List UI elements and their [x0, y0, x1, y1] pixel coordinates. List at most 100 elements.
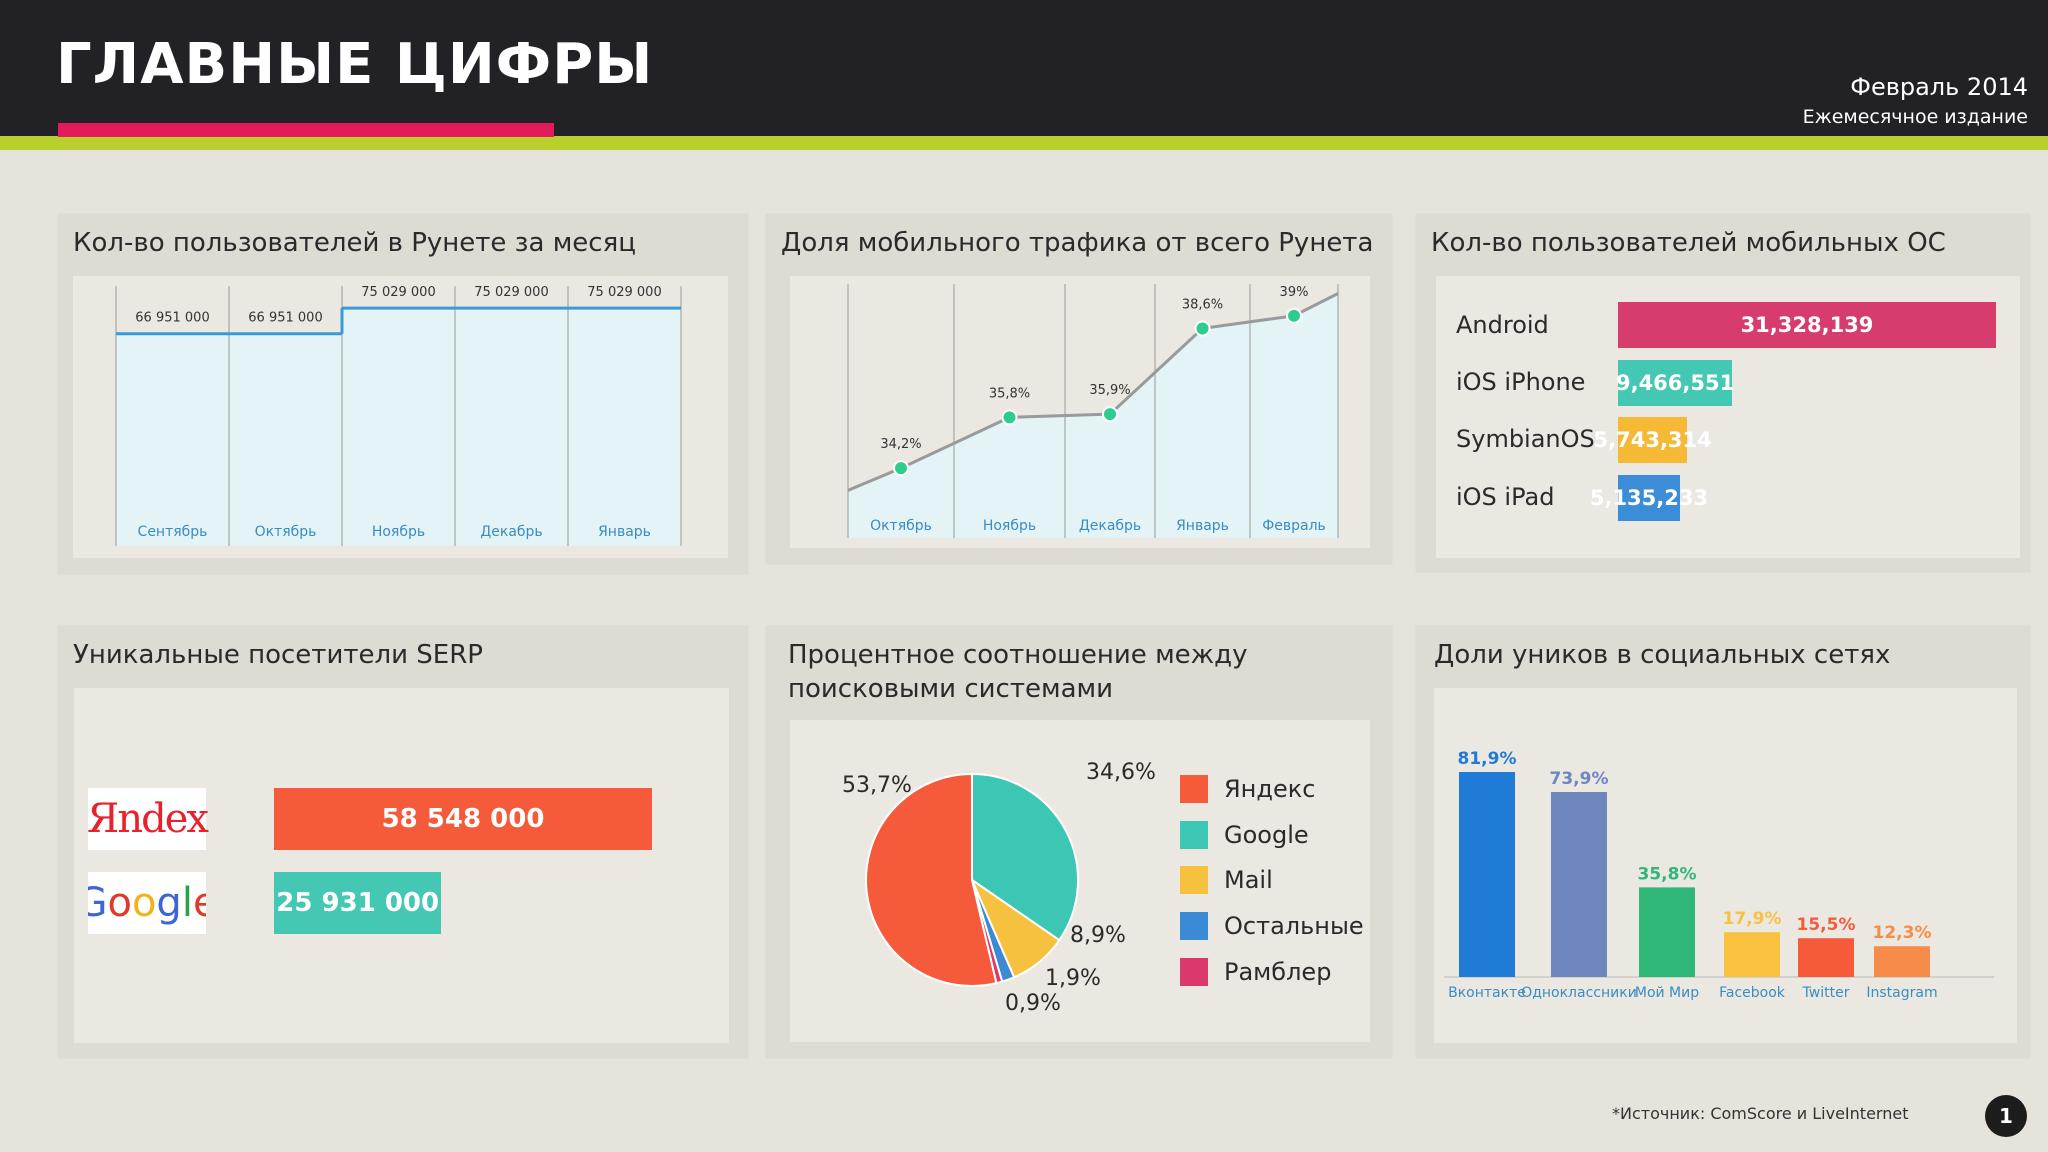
- legend-item-other: Остальные: [1180, 911, 1364, 941]
- data-label: 75 029 000: [361, 285, 435, 300]
- pie-panel: 53,7% 34,6% 8,9% 1,9% 0,9% Яндекс Google Mai…: [790, 720, 1370, 1042]
- legend-swatch: [1180, 958, 1208, 986]
- serp-card: Уникальные посетители SERP Яndex Google …: [58, 626, 748, 1058]
- legend-item-mail: Mail: [1180, 865, 1273, 895]
- edition-label: Ежемесячное издание: [1802, 106, 2028, 128]
- data-label: 34,2%: [880, 437, 921, 452]
- data-point: [1102, 406, 1118, 423]
- social-bar: [1639, 887, 1695, 977]
- legend-label: Яндекс: [1224, 775, 1316, 803]
- legend-swatch: [1180, 821, 1208, 849]
- legend-swatch: [1180, 775, 1208, 803]
- mobile-traffic-card: Доля мобильного трафика от всего Рунета …: [766, 214, 1392, 564]
- social-card: Доли уников в социальных сетях 81,9% Вкон…: [1416, 626, 2030, 1058]
- tick-label: Декабрь: [1079, 518, 1141, 534]
- legend-item-rambler: Рамблер: [1180, 957, 1331, 987]
- data-point: [1194, 320, 1211, 337]
- social-bar: [1724, 932, 1780, 977]
- data-label: 1,9%: [1045, 966, 1101, 991]
- os-bars-panel: Android iOS iPhone SymbianOS iOS iPad 31…: [1436, 276, 2020, 558]
- data-label: 66 951 000: [248, 311, 322, 326]
- data-label: 8,9%: [1070, 923, 1126, 948]
- os-label: iOS iPad: [1456, 483, 1555, 511]
- yandex-logo: Яndex: [87, 788, 209, 850]
- serp-bar: 25 931 000: [274, 872, 442, 934]
- header-bar: [0, 0, 2048, 136]
- tick-label: Октябрь: [255, 524, 317, 540]
- legend-item-google: Google: [1180, 820, 1309, 850]
- data-label: 35,8%: [1638, 864, 1697, 884]
- google-logo: Google: [88, 872, 206, 934]
- pie-slice: [971, 772, 1079, 942]
- os-label: Android: [1456, 311, 1549, 339]
- tick-label: Facebook: [1719, 985, 1786, 1001]
- os-label: iOS iPhone: [1456, 368, 1586, 396]
- data-label: 34,6%: [1086, 760, 1156, 785]
- legend-swatch: [1180, 866, 1208, 894]
- data-label: 53,7%: [842, 773, 912, 798]
- data-label: 73,9%: [1550, 769, 1609, 789]
- data-label: 66 951 000: [135, 311, 209, 326]
- tick-label: Вконтакте: [1448, 985, 1526, 1001]
- tick-label: Февраль: [1262, 518, 1326, 534]
- social-panel: 81,9% Вконтакте 73,9% Одноклассники 35,8% Мой…: [1434, 688, 2017, 1043]
- data-label: 35,9%: [1089, 383, 1130, 398]
- tick-label: Ноябрь: [983, 518, 1036, 534]
- users-area: [116, 308, 681, 546]
- search-share-pie: 53,7% 34,6% 8,9% 1,9%0,9%: [842, 760, 1156, 1016]
- tick-label: Instagram: [1866, 985, 1937, 1001]
- data-label: 39%: [1280, 285, 1309, 300]
- os-bar: 5,135,233: [1590, 475, 1708, 521]
- data-point: [893, 460, 909, 477]
- yandex-logo-text: Яndex: [87, 796, 209, 842]
- data-label: 12,3%: [1873, 923, 1932, 943]
- data-point: [1001, 409, 1018, 426]
- card-title: Доля мобильного трафика от всего Рунета: [781, 228, 1374, 258]
- social-bar-chart: 81,9% Вконтакте 73,9% Одноклассники 35,8% Мой…: [1444, 749, 1994, 1001]
- data-point: [1286, 307, 1302, 324]
- os-bar: 9,466,551: [1616, 360, 1734, 406]
- tick-label: Twitter: [1802, 985, 1850, 1001]
- mobile-traffic-chart: 34,2% Октябрь 35,8% Ноябрь 35,9% Декабрь 38,6%…: [847, 284, 1339, 538]
- chart-panel: 66 951 000 Сентябрь 66 951 000 Октябрь 75 02…: [73, 276, 728, 558]
- card-title-line: Процентное соотношение между: [788, 640, 1248, 670]
- data-label: 17,9%: [1723, 909, 1782, 929]
- tick-label: Январь: [1176, 518, 1229, 534]
- legend-label: Mail: [1224, 866, 1273, 894]
- title-underline: [58, 123, 554, 137]
- header-accent-line: [0, 136, 2048, 150]
- serp-bar: 58 548 000: [274, 788, 652, 850]
- chart-panel: 34,2% Октябрь 35,8% Ноябрь 35,9% Декабрь 38,6%…: [790, 276, 1370, 548]
- data-label: 81,9%: [1458, 749, 1517, 769]
- tick-label: Декабрь: [480, 524, 542, 540]
- os-bar: 31,328,139: [1618, 302, 1996, 348]
- tick-label: Мой Мир: [1635, 985, 1699, 1001]
- os-label: SymbianOS: [1456, 425, 1595, 453]
- social-bar: [1874, 946, 1930, 977]
- users-runet-chart: 66 951 000 Сентябрь 66 951 000 Октябрь 75 02…: [115, 285, 682, 546]
- issue-date: Февраль 2014: [1850, 73, 2028, 101]
- users-runet-card: Кол-во пользователей в Рунете за месяц 6…: [58, 214, 748, 574]
- social-bar: [1551, 792, 1607, 977]
- page-title: ГЛАВНЫЕ ЦИФРЫ: [56, 32, 654, 97]
- card-title: Доли уников в социальных сетях: [1434, 640, 1891, 670]
- card-title: Кол-во пользователей мобильных ОС: [1431, 228, 1946, 258]
- social-bar: [1798, 938, 1854, 977]
- legend-label: Google: [1224, 821, 1309, 849]
- legend-label: Остальные: [1224, 912, 1364, 940]
- mobile-os-card: Кол-во пользователей мобильных ОС Androi…: [1416, 214, 2030, 572]
- card-title-line: поисковыми системами: [788, 674, 1114, 704]
- tick-label: Одноклассники: [1521, 985, 1637, 1001]
- serp-panel: Яndex Google 58 548 000 25 931 000: [74, 688, 729, 1043]
- legend-swatch: [1180, 912, 1208, 940]
- tick-label: Ноябрь: [372, 524, 425, 540]
- tick-label: Октябрь: [870, 518, 932, 534]
- tick-label: Сентябрь: [138, 524, 208, 540]
- card-title: Уникальные посетители SERP: [73, 640, 483, 670]
- data-label: 0,9%: [1005, 991, 1061, 1016]
- data-label: 15,5%: [1797, 915, 1856, 935]
- data-label: 38,6%: [1182, 297, 1223, 312]
- search-share-card: Процентное соотношение между поисковыми …: [766, 626, 1392, 1058]
- os-bar: 5,743,314: [1594, 417, 1712, 463]
- source-note: *Источник: ComScore и LiveInternet: [1612, 1104, 1909, 1123]
